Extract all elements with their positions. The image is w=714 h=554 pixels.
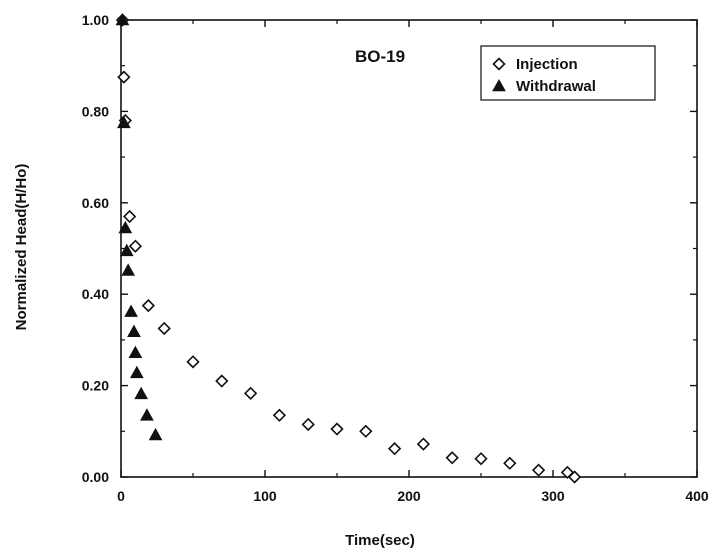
y-tick-label: 0.00 [82, 469, 109, 485]
injection-point [157, 321, 171, 336]
withdrawal-point [119, 243, 134, 257]
y-tick-label: 0.40 [82, 286, 109, 302]
injection-point [186, 355, 200, 369]
withdrawal-point [129, 365, 144, 379]
x-axis: 0 100 200 300 400 [117, 20, 709, 504]
x-tick-label: 200 [397, 488, 421, 504]
injection-point [243, 386, 258, 401]
x-tick-label: 100 [253, 488, 277, 504]
y-axis: 0.00 0.20 0.40 0.60 0.80 1.00 [82, 12, 697, 485]
legend-marker-injection [492, 57, 506, 71]
injection-point [567, 470, 582, 484]
withdrawal-point [121, 263, 136, 276]
injection-point [387, 442, 402, 456]
injection-point [474, 452, 488, 466]
injection-point [123, 209, 137, 224]
withdrawal-point [124, 304, 138, 317]
y-tick-label: 0.20 [82, 378, 109, 394]
withdrawal-point [128, 345, 143, 358]
injection-point [117, 70, 131, 84]
y-tick-label: 0.80 [82, 103, 109, 119]
withdrawal-point [118, 220, 133, 234]
withdrawal-point [115, 12, 130, 26]
injection-point [531, 463, 546, 477]
data-points [115, 12, 582, 484]
x-tick-label: 0 [117, 488, 125, 504]
withdrawal-point [127, 324, 141, 337]
withdrawal-point [117, 115, 131, 129]
injection-point [141, 298, 155, 313]
y-axis-title: Normalized Head(H/Ho) [13, 164, 30, 331]
chart-title: BO-19 [355, 47, 405, 66]
legend-box [480, 45, 656, 101]
injection-point [445, 451, 459, 465]
series-withdrawal [115, 12, 163, 441]
injection-point [215, 374, 229, 388]
x-tick-label: 400 [685, 488, 709, 504]
injection-point [503, 456, 517, 470]
withdrawal-point [140, 408, 154, 421]
y-tick-label: 1.00 [82, 12, 109, 28]
legend-label-withdrawal: Withdrawal [516, 78, 596, 95]
x-axis-title: Time(sec) [345, 532, 415, 549]
injection-point [301, 417, 315, 432]
injection-point [330, 422, 344, 436]
injection-point [272, 408, 287, 422]
injection-point [416, 437, 431, 451]
x-tick-label: 300 [541, 488, 565, 504]
injection-point [128, 239, 143, 253]
injection-point [359, 424, 373, 438]
legend-marker-withdrawal [492, 78, 506, 92]
y-tick-label: 0.60 [82, 195, 109, 211]
legend-label-injection: Injection [516, 56, 578, 73]
legend: Injection Withdrawal [480, 45, 656, 101]
withdrawal-point [148, 427, 163, 441]
withdrawal-point [134, 386, 149, 400]
series-injection [115, 13, 582, 484]
